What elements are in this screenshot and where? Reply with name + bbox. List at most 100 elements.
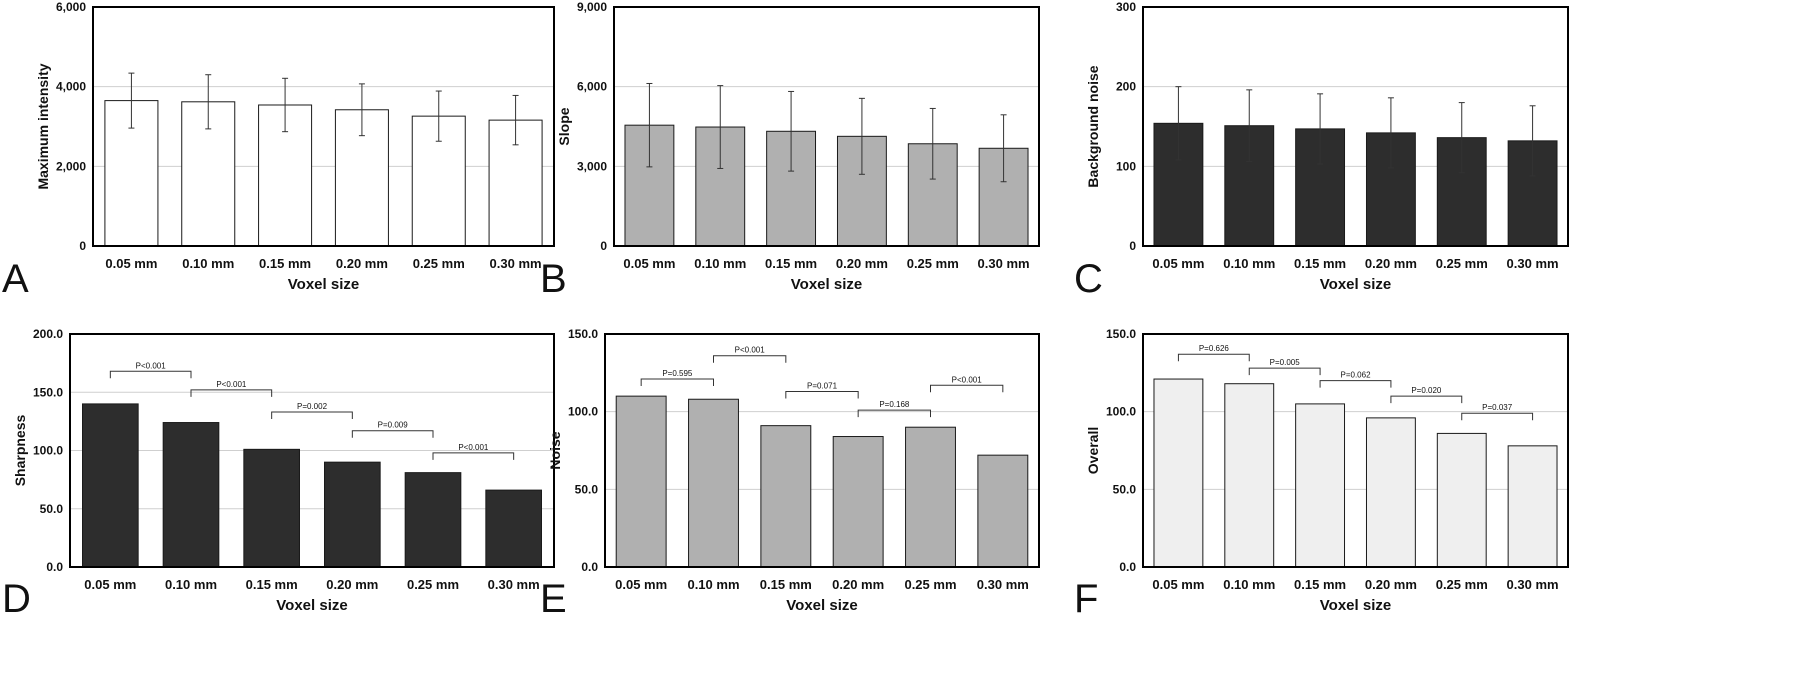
significance-bracket xyxy=(271,411,353,420)
y-tick-label: 300 xyxy=(1116,0,1136,14)
y-tick-label: 6,000 xyxy=(56,0,86,14)
bar xyxy=(485,489,542,568)
x-tick-label: 0.30 mm xyxy=(977,577,1029,592)
x-tick-label: 0.15 mm xyxy=(1294,256,1346,271)
y-tick-label: 50.0 xyxy=(575,482,599,496)
significance-bracket xyxy=(713,355,787,363)
x-tick-label: 0.15 mm xyxy=(246,577,298,592)
x-tick-label: 0.25 mm xyxy=(907,256,959,271)
y-tick-label: 100.0 xyxy=(1106,405,1136,419)
p-value-label: P=0.037 xyxy=(1482,403,1513,412)
x-tick-label: 0.05 mm xyxy=(105,256,157,271)
x-axis-label: Voxel size xyxy=(786,597,857,614)
plot-frame xyxy=(69,333,555,568)
plot-frame xyxy=(613,6,1040,247)
y-tick-label: 150.0 xyxy=(568,327,598,341)
chart-panel-c: 0.05 mm 0.10 mm 0.15 mm 0.20 mm 0.25 mm 0.30 … xyxy=(1074,0,1569,301)
chart-panel-b: 0.05 mm 0.10 mm 0.15 mm 0.20 mm 0.25 mm 0.30 … xyxy=(540,0,1040,301)
panel-letter: E xyxy=(540,577,567,621)
chart-panel-a: 0.05 mm 0.10 mm 0.15 mm 0.20 mm 0.25 mm 0.30 … xyxy=(2,0,555,301)
y-axis-label: Noise xyxy=(547,431,563,469)
p-value-label: P=0.002 xyxy=(297,402,328,411)
bar xyxy=(760,425,812,568)
y-tick-label: 150.0 xyxy=(1106,327,1136,341)
bar xyxy=(162,422,220,568)
bar xyxy=(1295,403,1346,568)
x-axis-label: Voxel size xyxy=(791,276,862,293)
y-tick-label: 0 xyxy=(79,239,86,253)
y-axis-label: Overall xyxy=(1085,427,1101,474)
p-value-label: P=0.168 xyxy=(879,400,910,409)
x-tick-label: 0.15 mm xyxy=(1294,577,1346,592)
bar xyxy=(1224,383,1275,568)
y-tick-label: 200 xyxy=(1116,80,1136,94)
p-value-label: P=0.005 xyxy=(1270,358,1301,367)
y-tick-label: 0.0 xyxy=(581,560,598,574)
bar xyxy=(324,461,381,568)
x-tick-label: 0.10 mm xyxy=(1223,577,1275,592)
chart-panel-f: 0.05 mm 0.10 mm 0.15 mm 0.20 mm 0.25 mm 0.30 … xyxy=(1074,327,1569,621)
p-value-label: P<0.001 xyxy=(216,380,247,389)
y-tick-label: 100 xyxy=(1116,159,1136,173)
x-tick-label: 0.25 mm xyxy=(904,577,956,592)
y-tick-label: 4,000 xyxy=(56,80,86,94)
bar xyxy=(905,426,956,568)
x-tick-label: 0.15 mm xyxy=(765,256,817,271)
y-tick-label: 2,000 xyxy=(56,159,86,173)
panel-letter: C xyxy=(1074,257,1103,301)
y-axis-label: Sharpness xyxy=(12,414,28,486)
panel-letter: B xyxy=(540,257,567,301)
panel-letter: F xyxy=(1074,577,1098,621)
significance-bracket xyxy=(930,384,1004,393)
panel-letter: A xyxy=(2,257,29,301)
x-axis-label: Voxel size xyxy=(276,597,347,614)
y-tick-label: 3,000 xyxy=(577,159,607,173)
significance-bracket xyxy=(432,452,515,460)
p-value-label: P=0.062 xyxy=(1340,371,1371,380)
x-tick-label: 0.05 mm xyxy=(623,256,675,271)
bar xyxy=(82,403,139,568)
x-tick-label: 0.10 mm xyxy=(165,577,217,592)
x-axis-label: Voxel size xyxy=(1320,597,1391,614)
x-tick-label: 0.15 mm xyxy=(760,577,812,592)
significance-bracket xyxy=(109,370,192,379)
y-axis-label: Background noise xyxy=(1085,65,1101,187)
x-tick-label: 0.30 mm xyxy=(490,256,542,271)
x-tick-label: 0.05 mm xyxy=(1152,256,1204,271)
x-axis-label: Voxel size xyxy=(288,276,359,293)
significance-bracket xyxy=(190,389,273,397)
plot-frame xyxy=(1142,333,1569,568)
y-tick-label: 0 xyxy=(600,239,607,253)
x-tick-label: 0.25 mm xyxy=(1436,577,1488,592)
panel-letter: D xyxy=(2,577,31,621)
x-tick-label: 0.20 mm xyxy=(326,577,378,592)
y-tick-label: 6,000 xyxy=(577,80,607,94)
bar xyxy=(1153,378,1204,568)
bar xyxy=(977,454,1029,568)
plot-frame xyxy=(1142,6,1569,247)
x-tick-label: 0.30 mm xyxy=(488,577,540,592)
x-tick-label: 0.25 mm xyxy=(407,577,459,592)
x-tick-label: 0.10 mm xyxy=(1223,256,1275,271)
x-axis-label: Voxel size xyxy=(1320,276,1391,293)
y-tick-label: 100.0 xyxy=(33,444,63,458)
plot-frame xyxy=(92,6,555,247)
significance-bracket xyxy=(785,390,859,399)
x-tick-label: 0.20 mm xyxy=(836,256,888,271)
bar xyxy=(243,448,300,568)
significance-bracket xyxy=(1319,380,1392,388)
y-tick-label: 50.0 xyxy=(1113,482,1137,496)
x-tick-label: 0.25 mm xyxy=(1436,256,1488,271)
x-tick-label: 0.20 mm xyxy=(1365,577,1417,592)
x-tick-label: 0.25 mm xyxy=(413,256,465,271)
y-tick-label: 0 xyxy=(1129,239,1136,253)
bar xyxy=(1365,417,1416,568)
p-value-label: P=0.071 xyxy=(807,381,838,390)
chart-panel-d: 0.05 mm 0.10 mm 0.15 mm 0.20 mm 0.25 mm 0.30 … xyxy=(2,327,555,621)
significance-bracket xyxy=(1248,367,1321,376)
significance-bracket xyxy=(640,378,714,387)
chart-panel-e: 0.05 mm 0.10 mm 0.15 mm 0.20 mm 0.25 mm 0.30 … xyxy=(540,327,1040,621)
bar xyxy=(615,395,667,568)
p-value-label: P=0.020 xyxy=(1411,386,1442,395)
